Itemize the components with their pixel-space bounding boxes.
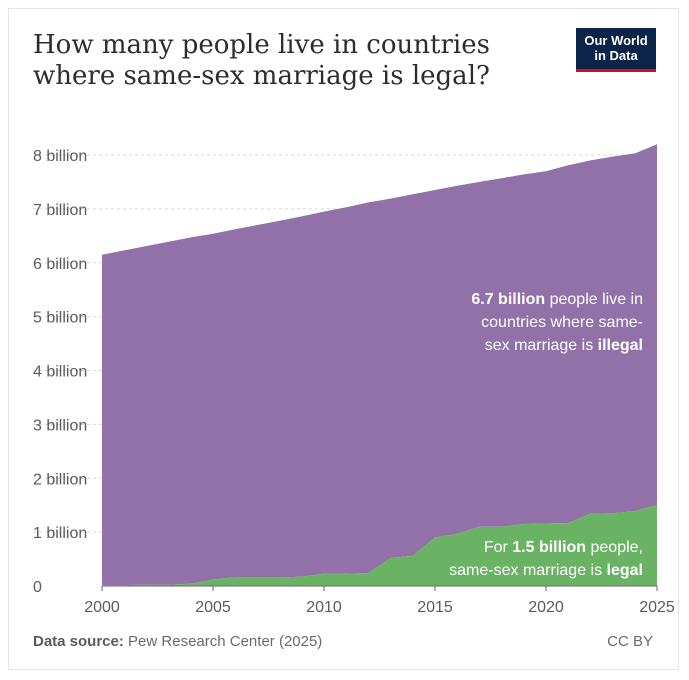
data-source-text[interactable]: Pew Research Center (2025) xyxy=(128,633,323,650)
area-legal[interactable] xyxy=(102,505,657,586)
annotation-illegal-line-3: sex marriage is illegal xyxy=(485,337,643,354)
annotation-legal-value: 1.5 billion xyxy=(512,539,586,556)
x-tick-label: 2015 xyxy=(417,599,453,616)
y-tick-label: 3 billion xyxy=(33,417,87,434)
y-tick-label: 5 billion xyxy=(33,310,87,327)
annotation-illegal-text-1: people live in xyxy=(545,291,643,308)
annotation-legal-line-2: same-sex marriage is legal xyxy=(449,562,643,579)
annotation-illegal-text-3: sex marriage is xyxy=(485,337,598,354)
y-tick-label: 7 billion xyxy=(33,202,87,219)
annotation-legal-text-1a: For xyxy=(484,539,512,556)
annotation-illegal-value: 6.7 billion xyxy=(471,291,545,308)
axes: 0 1 billion 2 billion 3 billion 4 billion 5 b… xyxy=(33,148,675,616)
x-tick-label: 2025 xyxy=(639,599,675,616)
x-tick-label: 2020 xyxy=(528,599,564,616)
annotation-legal-line-1: For 1.5 billion people, xyxy=(484,539,643,556)
annotation-legal-text-2: same-sex marriage is xyxy=(449,562,606,579)
annotation-legal-keyword: legal xyxy=(607,562,643,579)
license[interactable]: CC BY xyxy=(607,633,653,650)
x-tick-label: 2005 xyxy=(195,599,231,616)
annotation-illegal-line-2: countries where same- xyxy=(481,314,643,331)
areas xyxy=(102,144,657,586)
y-tick-label: 4 billion xyxy=(33,364,87,381)
y-tick-label: 6 billion xyxy=(33,256,87,273)
logo-line-2: in Data xyxy=(594,48,638,63)
y-tick-label: 1 billion xyxy=(33,525,87,542)
annotation-illegal-line-1: 6.7 billion people live in xyxy=(471,291,643,308)
owid-logo[interactable]: Our World in Data xyxy=(576,28,656,72)
x-tick-label: 2000 xyxy=(84,599,120,616)
x-tick-label: 2010 xyxy=(306,599,342,616)
chart-title: How many people live in countries where … xyxy=(33,30,490,91)
annotation-legal-text-1b: people, xyxy=(586,539,643,556)
y-tick-label: 0 xyxy=(33,579,42,596)
y-tick-label: 2 billion xyxy=(33,471,87,488)
area-illegal[interactable] xyxy=(102,144,657,586)
data-source: Data source: Pew Research Center (2025) xyxy=(33,633,322,650)
y-tick-label: 8 billion xyxy=(33,148,87,165)
data-source-label: Data source: xyxy=(33,633,124,650)
annotation-illegal-keyword: illegal xyxy=(598,337,643,354)
logo-line-1: Our World xyxy=(584,33,648,48)
